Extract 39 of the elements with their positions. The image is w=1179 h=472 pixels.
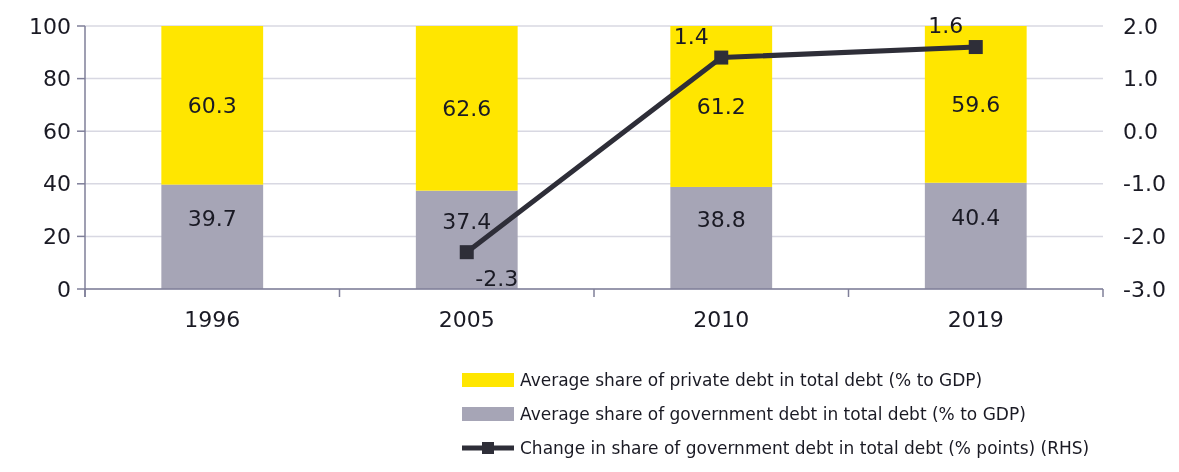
bar <box>415 26 518 191</box>
x-tick-label: 1996 <box>184 307 241 332</box>
data-label: -2.3 <box>475 266 519 292</box>
x-tick-label: 2005 <box>438 307 495 332</box>
legend-label: Average share of private debt in total debt (% to GDP) <box>520 370 983 390</box>
data-label: 61.2 <box>696 93 746 119</box>
data-label: 37.4 <box>442 209 492 235</box>
bar <box>924 182 1027 289</box>
bar <box>161 184 264 289</box>
point <box>968 40 983 55</box>
y2-tick-label: 2.0 <box>1123 13 1158 39</box>
y2-tick-label: 0.0 <box>1123 118 1158 144</box>
data-label: 40.4 <box>951 205 1001 231</box>
y2-tick-label: -2.0 <box>1123 223 1166 249</box>
bar <box>670 26 773 187</box>
y-tick-label: 60 <box>43 118 71 144</box>
data-label: 59.6 <box>951 91 1001 117</box>
point <box>459 245 474 260</box>
y-tick-label: 20 <box>43 223 71 249</box>
bar <box>670 186 773 289</box>
data-label: 62.6 <box>442 95 492 121</box>
bar <box>161 26 264 185</box>
bar <box>415 190 518 289</box>
data-label: 38.8 <box>696 207 746 233</box>
point <box>714 50 729 65</box>
y-tick-label: 100 <box>29 13 71 39</box>
y2-tick-label: -1.0 <box>1123 171 1166 197</box>
y-tick-label: 40 <box>43 171 71 197</box>
y2-tick-label: 1.0 <box>1123 66 1158 92</box>
legend-label: Average share of government debt in total debt (% to GDP) <box>520 404 1026 424</box>
data-label: 1.4 <box>673 23 709 49</box>
x-tick-label: 2019 <box>947 307 1004 332</box>
data-label: 39.7 <box>187 206 237 232</box>
legend-label: Change in share of government debt in total debt (% points) (RHS) <box>520 438 1090 458</box>
y2-tick-label: -3.0 <box>1123 276 1166 302</box>
data-label: 60.3 <box>187 92 237 118</box>
y-tick-label: 80 <box>43 66 71 92</box>
x-tick-label: 2010 <box>693 307 750 332</box>
y-tick-label: 0 <box>57 276 71 302</box>
